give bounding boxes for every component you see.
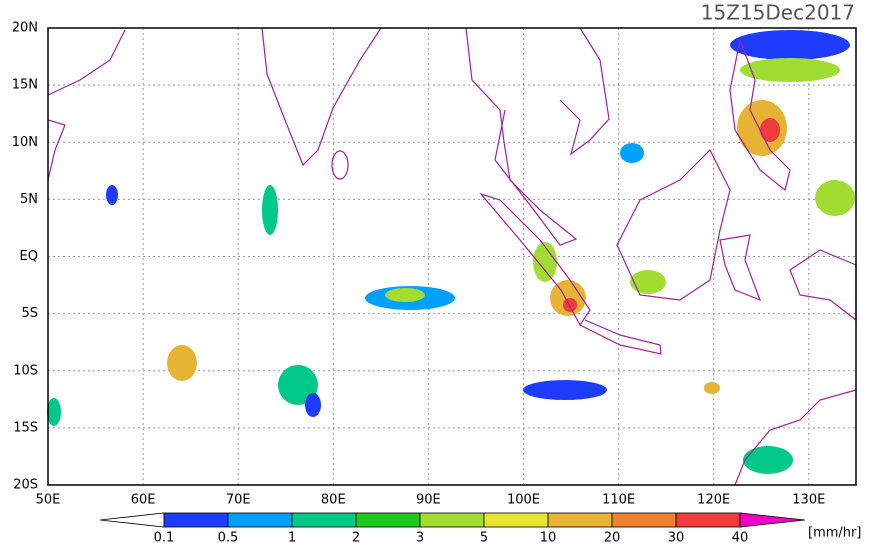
colorbar-label: 0.1 (154, 531, 175, 545)
lon-label: 130E (792, 493, 825, 508)
coastline (479, 192, 591, 327)
lon-label: 80E (321, 493, 346, 508)
lon-label: 110E (602, 493, 635, 508)
colorbar-unit: [mm/hr] (808, 526, 861, 541)
rain-area (533, 242, 557, 282)
rain-area (630, 270, 666, 294)
rain-area (563, 298, 577, 312)
lon-label: 100E (507, 493, 540, 508)
lat-label: 5N (20, 192, 38, 207)
map-frame (47, 27, 857, 486)
colorbar-box (419, 512, 485, 528)
rain-area (47, 398, 61, 426)
lat-label: 15N (12, 78, 38, 93)
colorbar-box (675, 512, 741, 528)
rain-area (550, 280, 586, 316)
lon-label: 120E (697, 493, 730, 508)
lat-label: 10S (13, 363, 38, 378)
colorbar-label: 10 (540, 531, 557, 545)
rain-area (167, 345, 197, 381)
coastline (616, 148, 731, 301)
lat-label: 15S (13, 420, 38, 435)
coastline (331, 150, 349, 180)
lon-label: 70E (226, 493, 251, 508)
rain-area (385, 288, 425, 302)
colorbar-box (547, 512, 613, 528)
colorbar-box (227, 512, 293, 528)
rain (47, 30, 855, 474)
colorbar-label: 2 (352, 531, 360, 545)
lat-label: 20S (13, 478, 38, 493)
lat-label: EQ (20, 249, 38, 264)
coastline (789, 249, 857, 322)
colorbar-label: 40 (732, 531, 749, 545)
lon-label: 50E (36, 493, 61, 508)
rain-area (730, 30, 850, 60)
colorbar-box (291, 512, 357, 528)
colorbar-box (163, 512, 229, 528)
rain-area (278, 365, 318, 405)
map-title: 15Z15Dec2017 (701, 1, 855, 25)
coastline (261, 27, 382, 167)
coastline (719, 234, 762, 302)
rain-area (106, 185, 118, 205)
colorbar-box (483, 512, 549, 528)
coastline (559, 27, 610, 156)
grid (48, 28, 856, 485)
colorbar-box (355, 512, 421, 528)
colorbar-box (611, 512, 677, 528)
lon-label: 60E (131, 493, 156, 508)
colorbar-label: 20 (604, 531, 621, 545)
colorbar: 0.1 0.5 1 2 3 5 10 20 30 40 [mm/hr] (99, 512, 861, 546)
rain-area (815, 180, 855, 216)
rain-area (523, 380, 607, 400)
rain-area (305, 393, 321, 417)
lat-label: 20N (12, 21, 38, 36)
colorbar-arrow (739, 512, 806, 528)
coastline (729, 37, 791, 192)
colorbar-label: 0.5 (218, 531, 239, 545)
coastline (465, 27, 578, 246)
colorbar-arrow (99, 512, 165, 528)
rain-area (620, 143, 644, 163)
rain-area (760, 118, 780, 142)
rain-area (743, 446, 793, 474)
colorbar-label: 5 (480, 531, 488, 545)
lat-label: 5S (21, 306, 38, 321)
coastline (47, 29, 126, 181)
rain-area (704, 382, 720, 394)
coastline (579, 319, 662, 355)
colorbar-label: 30 (668, 531, 685, 545)
lon-label: 90E (416, 493, 441, 508)
coastline (734, 389, 857, 486)
colorbar-label: 1 (288, 531, 296, 545)
rain-area (740, 58, 840, 82)
lat-label: 10N (12, 135, 38, 150)
colorbar-label: 3 (416, 531, 424, 545)
rain-area (262, 185, 278, 235)
coastlines (47, 27, 857, 486)
